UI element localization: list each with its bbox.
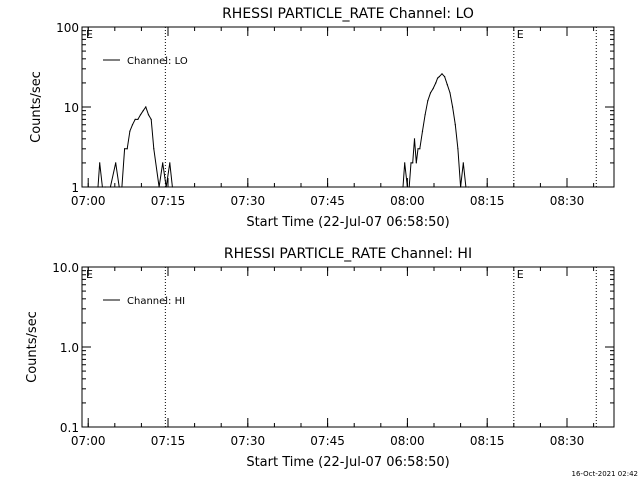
x-tick-label: 08:30 — [550, 194, 585, 208]
data-point — [142, 110, 144, 112]
x-tick-label: 07:15 — [151, 434, 186, 448]
y-tick-label: 0.1 — [60, 421, 79, 435]
data-point — [150, 118, 152, 120]
x-axis-label: Start Time (22-Jul-07 06:58:50) — [246, 455, 449, 470]
plot-frame — [81, 26, 615, 188]
chart-title: RHESSI PARTICLE_RATE Channel: HI — [224, 246, 472, 262]
x-tick-label: 08:00 — [390, 434, 425, 448]
series-line — [97, 73, 469, 188]
data-point — [446, 84, 448, 86]
data-point — [465, 186, 467, 188]
data-point — [419, 148, 421, 150]
data-point — [449, 92, 451, 94]
y-tick-label: 10.0 — [52, 261, 79, 275]
x-tick-label: 08:15 — [470, 194, 505, 208]
data-point — [134, 118, 136, 120]
x-tick-label: 07:15 — [151, 194, 186, 208]
data-point — [147, 114, 150, 116]
data-point — [421, 130, 424, 132]
data-point — [412, 162, 414, 164]
footer-timestamp: 16-Oct-2021 02:42 — [572, 470, 638, 478]
event-marker-label: E — [517, 28, 524, 41]
data-point — [435, 82, 437, 84]
data-point — [101, 186, 103, 188]
data-point — [406, 186, 408, 188]
data-point — [115, 162, 117, 164]
event-marker-label: E — [517, 268, 524, 281]
x-tick-label: 08:00 — [390, 194, 425, 208]
data-point — [457, 148, 459, 150]
data-point — [427, 100, 429, 102]
x-tick-label: 08:30 — [550, 434, 585, 448]
data-point — [460, 186, 462, 188]
chart-title: RHESSI PARTICLE_RATE Channel: LO — [222, 6, 474, 22]
data-point — [139, 114, 142, 116]
data-point — [415, 162, 417, 164]
data-point — [153, 148, 155, 150]
data-point — [462, 162, 464, 164]
y-tick-label: 100 — [56, 21, 79, 35]
plot-frame — [81, 266, 615, 428]
data-point — [104, 186, 106, 188]
y-tick-label: 1 — [71, 181, 79, 195]
data-point — [137, 118, 139, 120]
y-tick-label: 10 — [64, 101, 79, 115]
x-tick-label: 07:45 — [310, 194, 345, 208]
data-point — [404, 162, 406, 164]
y-tick-label: 1.0 — [60, 341, 79, 355]
data-point — [158, 186, 160, 188]
data-point — [169, 162, 171, 164]
event-marker-label: E — [86, 28, 93, 41]
data-point — [432, 88, 434, 90]
data-point — [121, 186, 123, 188]
data-point — [99, 162, 101, 164]
y-axis-label: Counts/sec — [25, 311, 40, 383]
data-point — [429, 92, 432, 94]
data-point — [124, 148, 126, 150]
data-point — [109, 186, 111, 188]
legend-label: Channel: LO — [127, 56, 188, 67]
data-point — [97, 186, 99, 188]
data-point — [413, 138, 416, 140]
x-tick-label: 07:30 — [231, 434, 266, 448]
data-point — [454, 124, 456, 126]
data-point — [452, 106, 454, 108]
data-point — [126, 148, 128, 150]
data-point — [171, 186, 173, 188]
event-marker-label: E — [86, 268, 93, 281]
x-tick-label: 07:45 — [310, 434, 345, 448]
data-point — [129, 130, 131, 132]
lo-channel-panel: RHESSI PARTICLE_RATE Channel: LO 1 10 100 07… — [29, 6, 615, 230]
x-tick-label: 07:00 — [71, 194, 106, 208]
data-point — [408, 186, 410, 188]
data-point — [162, 162, 164, 164]
data-point — [444, 76, 446, 78]
data-point — [165, 186, 167, 188]
hi-channel-panel: RHESSI PARTICLE_RATE Channel: HI 0.1 1.0 10… — [25, 246, 615, 470]
legend-label: Channel: HI — [127, 296, 185, 307]
data-point — [131, 124, 134, 126]
data-point — [424, 114, 426, 116]
data-point — [437, 77, 439, 79]
data-point — [468, 186, 470, 188]
data-point — [438, 76, 440, 78]
x-axis-label: Start Time (22-Jul-07 06:58:50) — [246, 215, 449, 230]
data-point — [402, 186, 404, 188]
data-point — [118, 186, 120, 188]
data-point — [441, 73, 443, 75]
data-point — [410, 162, 412, 164]
data-point — [145, 106, 147, 108]
x-tick-label: 07:00 — [71, 434, 106, 448]
x-tick-label: 08:15 — [470, 434, 505, 448]
y-axis-label: Counts/sec — [29, 71, 44, 143]
data-point — [417, 148, 419, 150]
x-tick-label: 07:30 — [231, 194, 266, 208]
